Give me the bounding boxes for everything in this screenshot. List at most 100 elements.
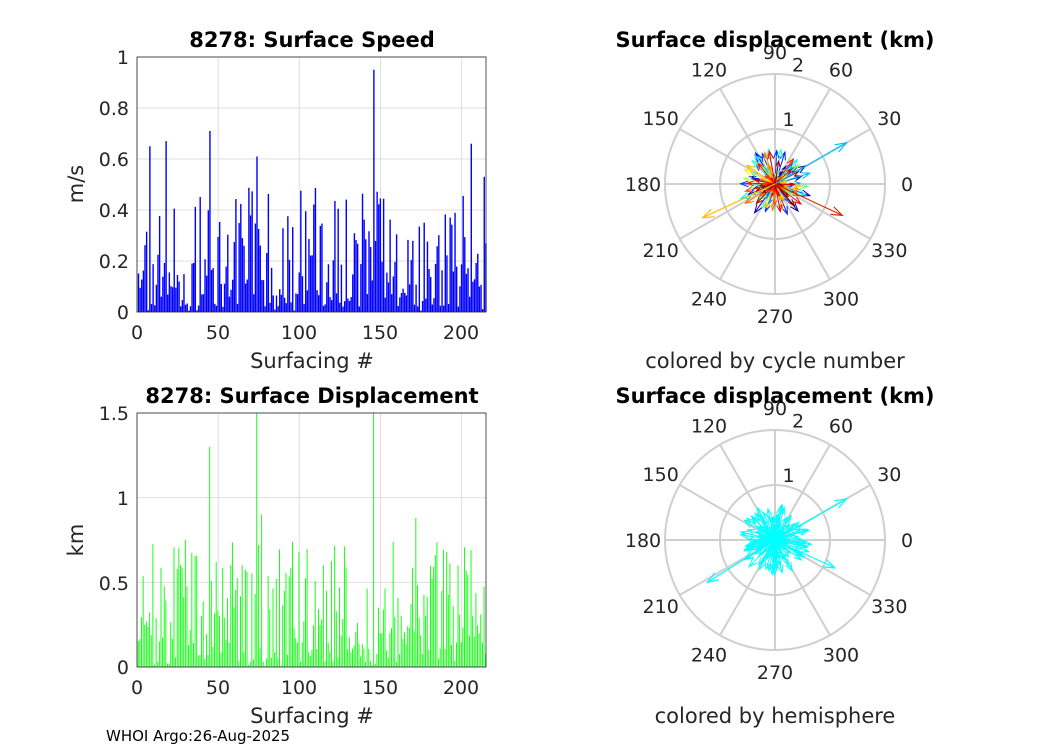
bar — [308, 651, 310, 667]
bar — [283, 297, 286, 312]
bar — [343, 301, 346, 312]
bar — [314, 187, 317, 312]
bar — [426, 241, 429, 312]
bar — [142, 270, 145, 312]
bar — [150, 304, 153, 312]
bar — [170, 286, 172, 312]
bar — [434, 555, 436, 667]
bar — [480, 284, 482, 312]
bar — [477, 625, 478, 667]
bar — [212, 268, 214, 312]
bar — [249, 215, 252, 312]
bar — [423, 222, 425, 312]
bar — [413, 304, 416, 312]
bar — [366, 588, 368, 667]
bar — [374, 240, 377, 312]
bar — [322, 305, 325, 312]
bar — [145, 231, 148, 312]
bar — [417, 585, 418, 667]
polar-angle-label: 0 — [901, 530, 913, 552]
displacement-plot: 8278: Surface Displacement 0 0.5 1 1.5 0… — [64, 384, 487, 728]
displacement-vector — [761, 539, 776, 565]
bar — [309, 255, 312, 312]
polar-angle-label: 180 — [625, 530, 661, 552]
bar — [475, 262, 477, 312]
bar — [436, 246, 438, 312]
bar — [319, 624, 321, 667]
bar — [246, 279, 248, 312]
bar — [256, 156, 258, 312]
bar — [470, 550, 472, 667]
bar — [257, 228, 260, 312]
bar — [233, 607, 235, 667]
polar-angle-label: 330 — [871, 240, 907, 262]
bar — [165, 141, 167, 312]
polar-angle-label: 150 — [643, 108, 679, 130]
bar — [170, 622, 172, 667]
bar — [262, 280, 265, 312]
bar — [287, 216, 289, 312]
polar-angle-label: 150 — [643, 464, 679, 486]
polar-hemisphere-plot: 0 30 60 90 120 150 180 210 240 270 300 330 1 2 Surfac… — [615, 384, 934, 728]
bar — [378, 204, 380, 312]
bar — [373, 69, 375, 312]
displacement-vector — [774, 183, 844, 217]
bar — [306, 549, 308, 667]
bar — [171, 287, 174, 312]
bar — [467, 268, 469, 312]
speed-ytick: 0.8 — [99, 98, 129, 120]
bar — [473, 636, 475, 667]
polar-angle-label: 60 — [829, 60, 853, 82]
displacement-vector — [774, 183, 777, 192]
bar — [248, 664, 250, 667]
bar — [180, 306, 182, 312]
displacement-bars — [137, 413, 487, 667]
bar — [210, 269, 213, 312]
displacement-vector — [774, 505, 786, 541]
bar — [382, 198, 385, 312]
polar-hemisphere-caption: colored by hemisphere — [655, 704, 896, 728]
bar — [215, 305, 218, 312]
bar — [342, 618, 344, 667]
bar — [214, 303, 216, 312]
bar — [254, 593, 256, 667]
bar — [391, 628, 392, 667]
bar — [222, 568, 224, 667]
bar — [392, 541, 394, 667]
bar — [230, 289, 232, 312]
bar — [193, 642, 194, 667]
bar — [324, 661, 326, 667]
bar — [442, 305, 445, 312]
bar — [431, 304, 434, 312]
bar — [155, 618, 157, 667]
bar — [236, 578, 238, 667]
polar-angle-label: 30 — [877, 464, 901, 486]
bar — [353, 233, 356, 312]
bar — [193, 262, 195, 312]
bar — [282, 605, 284, 667]
bar — [305, 211, 307, 312]
polar-radius-label: 1 — [783, 465, 795, 487]
bar — [392, 276, 395, 312]
bar — [460, 642, 462, 667]
polar-angle-label: 270 — [757, 662, 793, 684]
bar — [214, 613, 216, 667]
polar-angle-label: 330 — [871, 596, 907, 618]
bar — [363, 648, 365, 667]
bar — [436, 542, 438, 667]
bar — [267, 576, 269, 667]
bar — [452, 271, 455, 312]
bar — [350, 652, 352, 667]
polar-cycle-axes: 0 30 60 90 120 150 180 210 240 270 300 330 1 2 — [625, 42, 913, 328]
bar — [363, 219, 365, 312]
bar — [337, 208, 339, 312]
speed-ytick: 0.6 — [99, 149, 129, 171]
bar — [425, 615, 427, 667]
bar — [462, 195, 464, 312]
bar — [481, 309, 484, 312]
bar — [167, 663, 168, 667]
polar-angle-label: 0 — [901, 174, 913, 196]
bar — [368, 648, 370, 667]
bar — [251, 191, 253, 312]
